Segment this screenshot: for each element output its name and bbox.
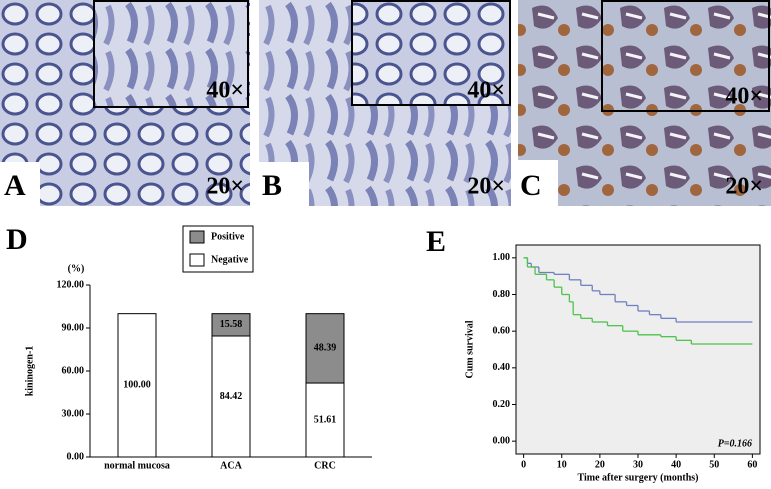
y-tick-label: 0.00: [67, 451, 85, 462]
y-tick-label: 30.00: [62, 408, 85, 419]
main-zoom: 20×: [467, 174, 505, 200]
x-axis-title: Time after surgery (months): [578, 472, 699, 483]
value-label: 15.58: [220, 319, 243, 330]
annotation: P=0.166: [718, 438, 752, 449]
panel-label: A: [4, 169, 26, 202]
x-tick-label: 40: [671, 459, 681, 470]
main-zoom: 20×: [725, 174, 763, 200]
y-tick-label: 60.00: [62, 365, 85, 376]
y-tick-label: 1.00: [493, 252, 511, 263]
value-label: 100.00: [123, 380, 151, 391]
legend-label: Positive: [211, 231, 245, 242]
panel-label: E: [426, 225, 446, 258]
label-bg: [518, 160, 558, 206]
y-unit: (%): [68, 263, 85, 274]
x-tick-label: 0: [521, 459, 526, 470]
y-tick-label: 90.00: [62, 322, 85, 333]
inset-zoom: 40×: [467, 78, 505, 104]
x-tick-label: 20: [595, 459, 605, 470]
y-axis-title: Cum survival: [464, 320, 475, 378]
bar-segment: [211, 335, 251, 458]
legend-swatch: [189, 253, 205, 267]
label-bg: [0, 162, 40, 206]
bar-segment: [305, 382, 345, 458]
panel-c: C 40× 20×: [518, 0, 771, 206]
value-label: 84.42: [220, 391, 243, 402]
x-tick-label: normal mucosa: [104, 460, 170, 471]
x-tick-label: 60: [747, 459, 757, 470]
value-label: 51.61: [314, 414, 337, 425]
y-tick-label: 120.00: [57, 279, 85, 290]
value-label: 48.39: [314, 343, 337, 354]
y-tick-label: 0.80: [493, 289, 511, 300]
y-axis-title: kininogen-1: [24, 346, 35, 397]
x-tick-label: 30: [633, 459, 643, 470]
inset-zoom: 40×: [206, 78, 244, 104]
panel-b: B 40× 20×: [259, 0, 511, 206]
inset: [93, 0, 249, 108]
inset: [351, 0, 511, 106]
y-tick-label: 0.20: [493, 399, 511, 410]
legend-swatch: [189, 230, 205, 244]
x-tick-label: ACA: [220, 460, 242, 471]
x-tick-label: CRC: [314, 460, 336, 471]
x-tick-label: 10: [557, 459, 567, 470]
inset-zoom: 40×: [725, 84, 763, 110]
panel-label: C: [520, 169, 542, 202]
y-tick-label: 0.00: [493, 435, 511, 446]
panel-a: A 40× 20×: [0, 0, 250, 206]
x-tick-label: 50: [709, 459, 719, 470]
bar-segment: [305, 313, 345, 384]
bar-segment: [211, 313, 251, 337]
y-tick-label: 0.40: [493, 362, 511, 373]
panel-label: B: [262, 169, 282, 202]
plot-area: [515, 244, 761, 455]
main-zoom: 20×: [206, 174, 244, 200]
label-bg: [259, 162, 309, 206]
y-tick-label: 0.60: [493, 325, 511, 336]
inset: [601, 0, 770, 112]
legend-label: Negative: [211, 254, 249, 265]
panel-label: D: [6, 223, 28, 256]
bar-segment: [117, 313, 157, 458]
